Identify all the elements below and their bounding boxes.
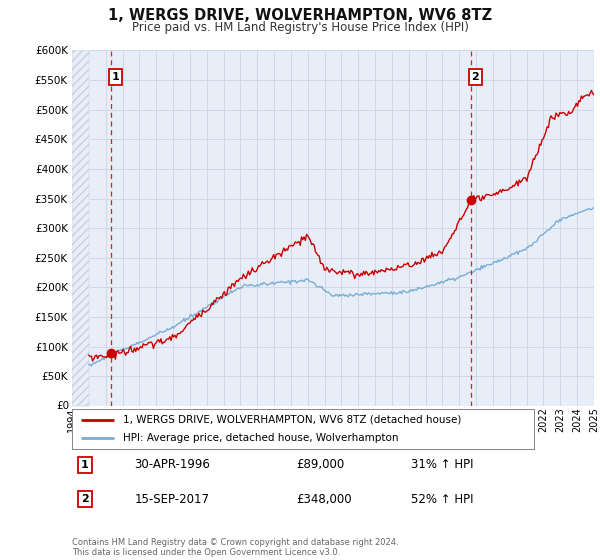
Text: 1: 1 — [112, 72, 119, 82]
Text: Contains HM Land Registry data © Crown copyright and database right 2024.
This d: Contains HM Land Registry data © Crown c… — [72, 538, 398, 557]
Text: 31% ↑ HPI: 31% ↑ HPI — [412, 459, 474, 472]
Text: Price paid vs. HM Land Registry's House Price Index (HPI): Price paid vs. HM Land Registry's House … — [131, 21, 469, 34]
Text: HPI: Average price, detached house, Wolverhampton: HPI: Average price, detached house, Wolv… — [123, 433, 398, 443]
Text: 1, WERGS DRIVE, WOLVERHAMPTON, WV6 8TZ (detached house): 1, WERGS DRIVE, WOLVERHAMPTON, WV6 8TZ (… — [123, 415, 461, 424]
Text: 2: 2 — [472, 72, 479, 82]
Text: 30-APR-1996: 30-APR-1996 — [134, 459, 211, 472]
Text: 2: 2 — [81, 494, 89, 504]
Text: £348,000: £348,000 — [296, 493, 352, 506]
Text: 1: 1 — [81, 460, 89, 470]
Text: 1, WERGS DRIVE, WOLVERHAMPTON, WV6 8TZ: 1, WERGS DRIVE, WOLVERHAMPTON, WV6 8TZ — [108, 8, 492, 24]
Text: £89,000: £89,000 — [296, 459, 345, 472]
Text: 52% ↑ HPI: 52% ↑ HPI — [412, 493, 474, 506]
Text: £0: £0 — [56, 401, 70, 411]
Text: 15-SEP-2017: 15-SEP-2017 — [134, 493, 209, 506]
